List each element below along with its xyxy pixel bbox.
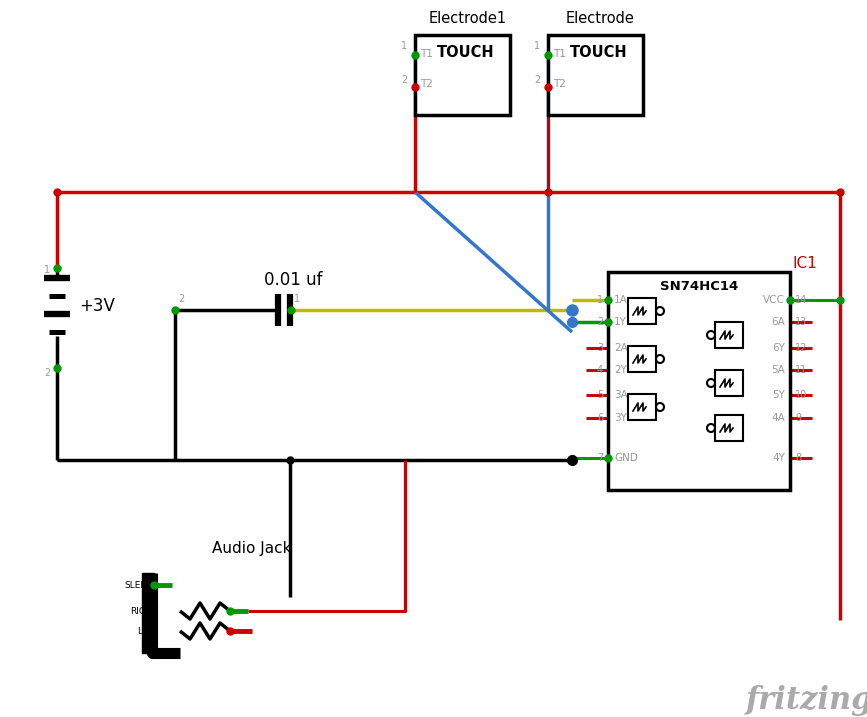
Bar: [548, 35, 643, 115]
Text: 4A: 4A: [772, 413, 785, 423]
Text: 2: 2: [44, 368, 50, 378]
Text: T2: T2: [420, 79, 433, 89]
Bar: [142, 573, 154, 653]
Text: 6Y: 6Y: [772, 343, 785, 353]
Text: 10: 10: [795, 390, 807, 400]
Bar: [415, 35, 510, 115]
Text: 1A: 1A: [614, 295, 628, 305]
Bar: [628, 298, 656, 324]
Bar: [628, 346, 656, 372]
Text: Electrode: Electrode: [566, 11, 635, 26]
Text: 4Y: 4Y: [772, 453, 785, 463]
Text: 1: 1: [401, 41, 407, 51]
Text: 6: 6: [596, 413, 603, 423]
Text: Electrode1: Electrode1: [428, 11, 506, 26]
Text: 2Y: 2Y: [614, 365, 627, 375]
Text: 1: 1: [44, 265, 50, 275]
Bar: [715, 415, 743, 441]
Text: LEFT: LEFT: [137, 627, 158, 635]
Text: 11: 11: [795, 365, 807, 375]
Text: 12: 12: [795, 343, 807, 353]
Text: 2: 2: [596, 317, 603, 327]
Text: +3V: +3V: [79, 297, 114, 315]
Text: 3Y: 3Y: [614, 413, 627, 423]
Text: SLEEVE: SLEEVE: [124, 581, 158, 589]
Text: 1: 1: [596, 295, 603, 305]
Text: 0.01 uf: 0.01 uf: [264, 271, 323, 289]
Text: 9: 9: [795, 413, 801, 423]
Bar: [715, 322, 743, 348]
Bar: [608, 272, 790, 490]
Text: GND: GND: [614, 453, 638, 463]
Text: T1: T1: [553, 49, 566, 59]
Text: 2: 2: [401, 75, 407, 85]
Text: T1: T1: [420, 49, 433, 59]
Text: TOUCH: TOUCH: [570, 45, 628, 60]
Text: 2: 2: [534, 75, 540, 85]
Text: VCC: VCC: [763, 295, 785, 305]
Text: 3: 3: [596, 343, 603, 353]
Bar: [628, 394, 656, 420]
Text: RIGHT: RIGHT: [130, 607, 158, 615]
Text: 2A: 2A: [614, 343, 628, 353]
Text: 4: 4: [596, 365, 603, 375]
Text: fritzing: fritzing: [746, 685, 867, 716]
Text: SN74HC14: SN74HC14: [660, 280, 738, 293]
Text: 1Y: 1Y: [614, 317, 627, 327]
Text: 13: 13: [795, 317, 807, 327]
Text: 1: 1: [534, 41, 540, 51]
Text: 8: 8: [795, 453, 801, 463]
Bar: [715, 370, 743, 396]
Text: TOUCH: TOUCH: [437, 45, 495, 60]
Text: 5Y: 5Y: [772, 390, 785, 400]
Text: 6A: 6A: [772, 317, 785, 327]
Text: 1: 1: [294, 294, 300, 304]
Text: 2: 2: [178, 294, 185, 304]
Text: 14: 14: [795, 295, 807, 305]
Text: IC1: IC1: [793, 257, 818, 272]
Text: 7: 7: [596, 453, 603, 463]
Text: T2: T2: [553, 79, 566, 89]
Text: 3A: 3A: [614, 390, 628, 400]
Text: Audio Jack: Audio Jack: [212, 541, 292, 556]
Text: 5: 5: [596, 390, 603, 400]
Text: 5A: 5A: [772, 365, 785, 375]
